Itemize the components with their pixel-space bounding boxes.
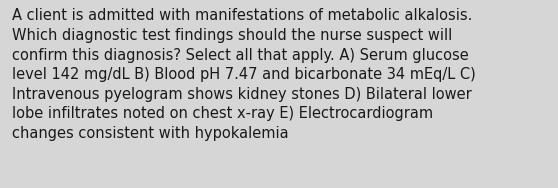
Text: A client is admitted with manifestations of metabolic alkalosis.
Which diagnosti: A client is admitted with manifestations… (12, 8, 476, 141)
